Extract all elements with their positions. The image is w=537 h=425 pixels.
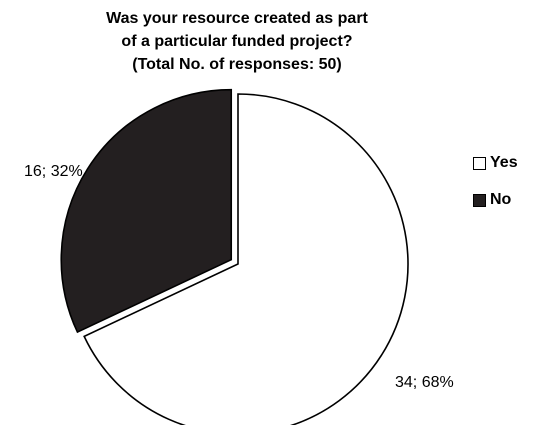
chart-title: Was your resource created as part of a p… bbox=[0, 7, 474, 76]
legend-label-yes: Yes bbox=[490, 154, 518, 171]
pie-slice-no bbox=[60, 88, 233, 334]
legend-item-no: No bbox=[473, 188, 518, 212]
legend-swatch-yes bbox=[473, 156, 486, 170]
legend-item-yes: Yes bbox=[473, 151, 518, 175]
chart-title-line-1: Was your resource created as part bbox=[106, 10, 368, 27]
chart-title-line-3: (Total No. of responses: 50) bbox=[132, 56, 342, 73]
slice-label-yes: 34; 68% bbox=[395, 374, 454, 391]
pie-slice-yes bbox=[83, 93, 409, 425]
chart-title-line-2: of a particular funded project? bbox=[121, 33, 353, 50]
slice-label-no: 16; 32% bbox=[24, 163, 83, 180]
legend-swatch-no bbox=[473, 193, 486, 207]
legend: Yes No bbox=[473, 151, 518, 225]
legend-label-no: No bbox=[490, 191, 512, 208]
